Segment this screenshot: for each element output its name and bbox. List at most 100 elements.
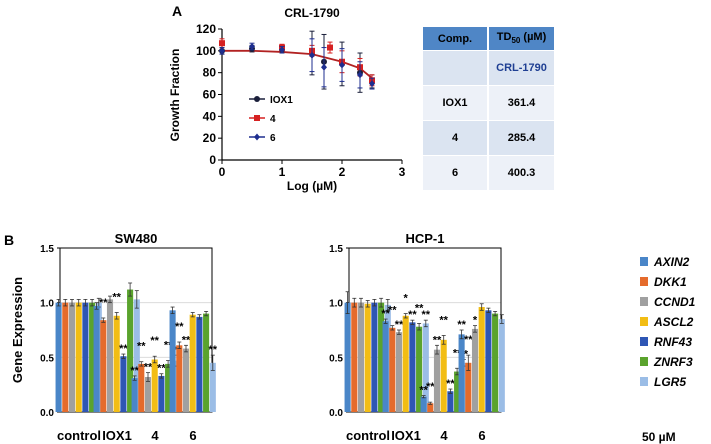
bar-ascl2 bbox=[151, 359, 158, 412]
y-tick-label: 40 bbox=[203, 109, 217, 123]
significance-label: ** bbox=[419, 385, 428, 397]
category-label: 6 bbox=[189, 428, 196, 443]
bar-axin2 bbox=[344, 302, 351, 412]
data-point bbox=[219, 47, 225, 55]
legend-marker bbox=[254, 115, 260, 121]
bar-lgr5 bbox=[209, 362, 216, 412]
bar-znrf3 bbox=[378, 302, 385, 412]
legend-swatch bbox=[640, 257, 648, 266]
legend-label: IOX1 bbox=[270, 95, 293, 106]
table-subheader: CRL-1790 bbox=[488, 50, 554, 86]
bar-ccnd1 bbox=[433, 349, 441, 412]
significance-label: ** bbox=[157, 363, 166, 375]
category-label: control bbox=[346, 428, 390, 443]
bar-dkk1 bbox=[176, 345, 183, 412]
significance-label: ** bbox=[144, 362, 153, 374]
data-point bbox=[279, 46, 285, 54]
significance-label: ** bbox=[422, 309, 431, 321]
bar-znrf3 bbox=[492, 313, 499, 412]
bar-ascl2 bbox=[402, 315, 409, 412]
legend-label-lgr5: LGR5 bbox=[654, 375, 686, 389]
significance-label: ** bbox=[112, 292, 121, 304]
significance-label: ** bbox=[164, 340, 173, 352]
bar-ccnd1 bbox=[182, 348, 190, 412]
sw480-bar-chart: SW480 0.0 0.5 1.0 1.5 Gene Expression control I… bbox=[10, 231, 218, 443]
table-row-compound: 4 bbox=[423, 120, 489, 156]
bar-dkk1 bbox=[100, 320, 107, 412]
category-label: 4 bbox=[440, 428, 448, 443]
bar-ccnd1 bbox=[144, 377, 152, 412]
table-header-td50: TD50 (µM) bbox=[488, 26, 554, 51]
bar-axin2 bbox=[55, 302, 62, 412]
legend-label-axin2: AXIN2 bbox=[653, 255, 690, 269]
significance-label: ** bbox=[415, 302, 424, 314]
significance-label: ** bbox=[209, 344, 218, 356]
significance-label: ** bbox=[453, 347, 462, 359]
table-row-value: 400.3 bbox=[488, 155, 554, 190]
series-iox1 bbox=[219, 30, 375, 93]
panel-a-label: A bbox=[172, 3, 182, 19]
td-label: TD bbox=[496, 31, 512, 44]
dose-response-chart: CRL-1790 0 20 40 60 80 100 120 0 1 2 3 Log (µM) Growt… bbox=[168, 6, 406, 193]
y-tick-label: 80 bbox=[203, 66, 217, 80]
data-point bbox=[339, 61, 345, 69]
significance-label: * bbox=[404, 293, 409, 305]
y-tick-label: 0.0 bbox=[40, 408, 54, 419]
bar-rnf43 bbox=[409, 322, 416, 412]
significance-label: ** bbox=[395, 319, 404, 331]
y-tick-label: 0.0 bbox=[329, 408, 343, 419]
significance-label: ** bbox=[119, 343, 128, 355]
bar-axin2 bbox=[382, 321, 389, 412]
significance-label: ** bbox=[388, 305, 397, 317]
x-tick-label: 3 bbox=[399, 165, 406, 179]
y-axis-label: Growth Fraction bbox=[168, 49, 182, 142]
data-point bbox=[249, 42, 255, 50]
legend-label-ccnd1: CCND1 bbox=[654, 295, 696, 309]
category-label: 4 bbox=[151, 428, 159, 443]
series-6 bbox=[219, 38, 375, 90]
bar-lgr5 bbox=[422, 323, 429, 412]
bar-znrf3 bbox=[165, 363, 172, 412]
legend-swatch bbox=[640, 377, 648, 386]
legend-swatch bbox=[640, 297, 648, 306]
fit-curve bbox=[222, 49, 373, 79]
td-unit: (µM) bbox=[520, 31, 547, 44]
bar-rnf43 bbox=[447, 391, 454, 412]
bar-lgr5 bbox=[498, 319, 505, 412]
y-tick-label: 20 bbox=[203, 131, 217, 145]
y-tick-label: 0 bbox=[209, 153, 216, 167]
bar-ascl2 bbox=[113, 315, 120, 412]
category-label: IOX1 bbox=[391, 428, 421, 443]
chart-title: HCP-1 bbox=[405, 231, 444, 246]
bar-rnf43 bbox=[82, 302, 89, 412]
bar-znrf3 bbox=[203, 313, 210, 412]
bar-axin2 bbox=[169, 310, 176, 412]
bar-ccnd1 bbox=[106, 299, 114, 412]
bar-rnf43 bbox=[158, 375, 165, 412]
data-point bbox=[321, 63, 327, 71]
category-label: IOX1 bbox=[102, 428, 132, 443]
y-tick-label: 1.0 bbox=[329, 299, 343, 310]
panel-b-label: B bbox=[4, 232, 14, 248]
y-tick-label: 1.0 bbox=[40, 299, 54, 310]
bar-rnf43 bbox=[485, 310, 492, 412]
bar-rnf43 bbox=[120, 356, 127, 412]
legend-label-znrf3: ZNRF3 bbox=[653, 355, 693, 369]
legend-label-ascl2: ASCL2 bbox=[653, 315, 694, 329]
x-tick-label: 1 bbox=[279, 165, 286, 179]
bar-axin2 bbox=[458, 334, 465, 412]
significance-label: ** bbox=[457, 319, 466, 331]
y-tick-label: 0.5 bbox=[40, 353, 54, 364]
category-label: control bbox=[57, 428, 101, 443]
bar-ascl2 bbox=[364, 303, 371, 412]
bar-ascl2 bbox=[440, 339, 447, 412]
bar-znrf3 bbox=[127, 289, 134, 412]
y-tick-label: 1.5 bbox=[329, 244, 343, 255]
bar-ccnd1 bbox=[395, 332, 403, 412]
legend-swatch bbox=[640, 337, 648, 346]
bar-dkk1 bbox=[138, 363, 145, 412]
td-subscript: 50 bbox=[511, 36, 521, 46]
legend-swatch bbox=[640, 317, 648, 326]
bar-lgr5 bbox=[133, 299, 140, 412]
data-point bbox=[309, 51, 315, 59]
